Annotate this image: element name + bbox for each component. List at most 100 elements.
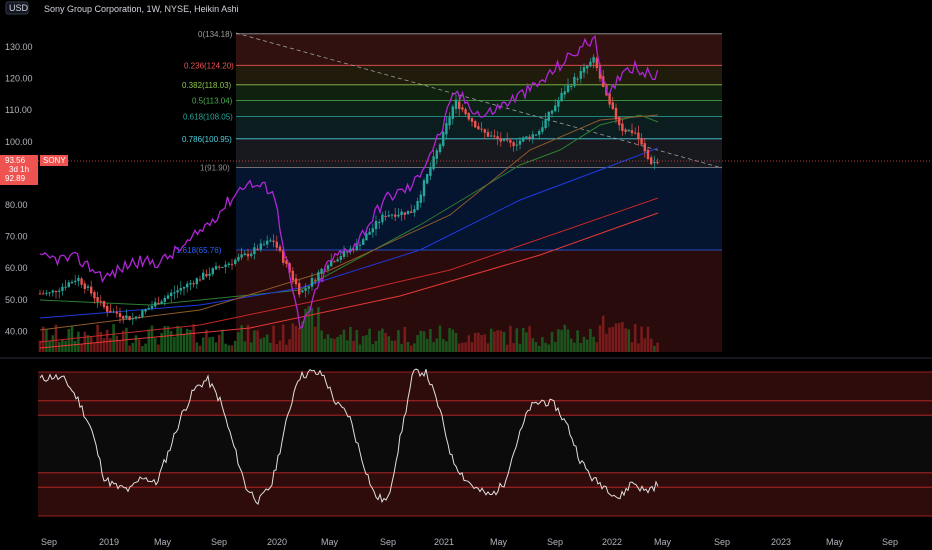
candle-body (224, 264, 227, 267)
candle-body (653, 162, 656, 164)
candle-body (304, 288, 307, 291)
candle-body (352, 249, 355, 251)
moving-average-line (39, 197, 659, 343)
volume-bar (371, 344, 375, 352)
volume-bar (51, 335, 55, 352)
volume-bar (393, 340, 397, 352)
volume-bar (614, 323, 618, 352)
fib-level-label: 0.5(113.04) (192, 97, 233, 106)
time-tick-label: Sep (380, 537, 396, 547)
volume-bar (502, 331, 506, 352)
volume-bar (643, 338, 647, 352)
fib-band (236, 65, 722, 85)
candle-body (506, 139, 509, 141)
volume-bar (323, 338, 327, 352)
volume-bar (109, 338, 112, 352)
volume-bar (144, 343, 147, 352)
volume-bar (249, 342, 253, 352)
candle-body (118, 313, 122, 317)
price-tick-label: 120.00 (5, 74, 33, 84)
price-tick-label: 100.00 (5, 137, 33, 147)
candle-body (560, 92, 563, 102)
candle-body (150, 305, 154, 309)
time-axis[interactable]: Sep 2019 May Sep 2020 May Sep 2021 May Sep 2022 May… (41, 537, 898, 547)
candle-body (531, 134, 534, 139)
volume-bar (201, 337, 205, 352)
volume-bar (147, 329, 151, 352)
volume-bar (432, 342, 435, 352)
volume-bar (608, 327, 611, 352)
volume-bar (422, 331, 426, 352)
volume-bar (102, 338, 106, 352)
fib-level-label: 1(91.90) (200, 163, 230, 172)
volume-bar (534, 342, 538, 352)
candle-body (339, 256, 342, 260)
volume-bar (256, 330, 259, 352)
candle-body (477, 126, 480, 130)
volume-bar (400, 343, 403, 352)
candle-body (554, 105, 557, 112)
fibonacci-retracement[interactable]: 0(134.18) 0.236(124.20) 0.382(118.03) 0.5(1… (176, 30, 723, 352)
candle-body (310, 277, 314, 287)
candle-body (230, 263, 234, 265)
currency-badge[interactable] (5, 1, 29, 15)
volume-bar (563, 324, 567, 352)
candle-body (170, 292, 173, 297)
moving-average-line (39, 212, 659, 349)
volume-bar (83, 331, 87, 352)
candle-body (576, 78, 579, 80)
candle-body (106, 305, 109, 312)
candle-body (518, 140, 522, 145)
volume-bar (633, 324, 637, 352)
volume-bar (537, 345, 541, 352)
comparison-line (39, 35, 659, 330)
candle-body (147, 307, 150, 310)
candle-body (342, 250, 346, 257)
moving-average-line (39, 114, 659, 331)
candle-body (77, 277, 80, 282)
volume-bar (560, 329, 563, 352)
volume-bar (41, 326, 45, 352)
candle-body (474, 121, 477, 128)
candle-body (358, 244, 362, 246)
candle-body (448, 117, 451, 126)
volume-bar (573, 342, 576, 352)
volume-bar (105, 329, 109, 352)
volume-bar (339, 334, 343, 352)
volume-bar (483, 334, 487, 352)
volume-bar (313, 326, 317, 352)
candle-body (67, 282, 70, 287)
candle-body (208, 273, 211, 276)
chart-title: Sony Group Corporation, 1W, NYSE, Heikin… (44, 4, 239, 14)
volume-bar (377, 330, 381, 352)
candle-body (160, 301, 163, 304)
candle-body (387, 215, 390, 217)
volume-bar (77, 331, 80, 352)
volume-bar (499, 330, 503, 352)
volume-bar (217, 334, 221, 352)
candle-body (218, 266, 221, 268)
volume-bar (595, 342, 599, 352)
symbol-label: SONY (43, 156, 66, 165)
volume-bar (265, 334, 269, 352)
candle-body (586, 65, 589, 69)
volume-bar (45, 328, 48, 352)
volume-bar (326, 334, 330, 352)
candle-body (198, 279, 202, 281)
candle-body (307, 286, 310, 289)
candle-body (298, 283, 301, 295)
volume-bar (467, 335, 471, 352)
volume-bar (486, 343, 490, 352)
candle-body (269, 240, 272, 242)
volume-bar (461, 342, 464, 352)
moving-average-line (39, 114, 659, 306)
candle-body (618, 117, 621, 126)
candle-body (445, 123, 448, 135)
volume-bar (128, 345, 131, 352)
moving-average-line (39, 147, 659, 319)
volume-bar (240, 325, 243, 352)
volume-bar (246, 324, 250, 352)
volume-bar (131, 342, 135, 352)
time-tick-label: Sep (41, 537, 57, 547)
